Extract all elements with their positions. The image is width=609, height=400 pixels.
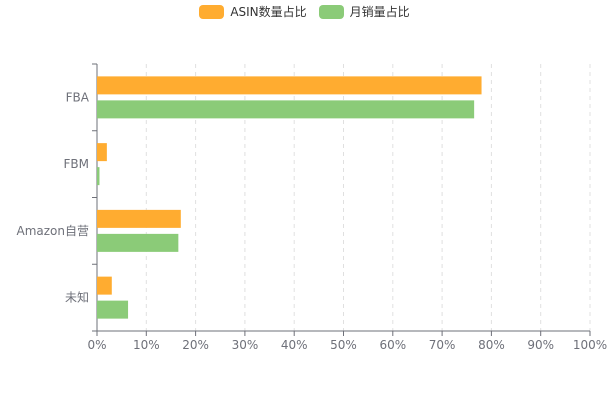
y-tick-label: Amazon自营 xyxy=(17,224,90,238)
legend-swatch-sales xyxy=(318,4,344,19)
legend-item-asin[interactable]: ASIN数量占比 xyxy=(199,3,307,20)
legend: ASIN数量占比 月销量占比 xyxy=(0,3,609,20)
x-tick-label: 10% xyxy=(133,338,160,352)
x-tick-label: 40% xyxy=(281,338,308,352)
bar-sales xyxy=(97,167,100,186)
bar-sales xyxy=(97,233,179,252)
legend-label-asin: ASIN数量占比 xyxy=(230,5,307,19)
bar-sales xyxy=(97,100,475,119)
legend-item-sales[interactable]: 月销量占比 xyxy=(318,3,410,20)
x-tick-label: 50% xyxy=(330,338,357,352)
x-tick-label: 20% xyxy=(182,338,209,352)
x-tick-label: 80% xyxy=(478,338,505,352)
legend-label-sales: 月销量占比 xyxy=(349,5,410,19)
y-tick-label: FBA xyxy=(66,90,90,104)
x-tick-label: 60% xyxy=(379,338,406,352)
bar-asin xyxy=(97,209,181,228)
bar-asin xyxy=(97,276,112,295)
x-tick-label: 70% xyxy=(429,338,456,352)
x-tick-label: 100% xyxy=(573,338,607,352)
bar-asin xyxy=(97,76,482,95)
y-tick-label: 未知 xyxy=(65,291,89,305)
x-tick-label: 30% xyxy=(232,338,259,352)
legend-swatch-asin xyxy=(199,4,225,19)
x-tick-label: 0% xyxy=(87,338,106,352)
x-tick-label: 90% xyxy=(527,338,554,352)
y-tick-label: FBM xyxy=(64,157,90,171)
bar-sales xyxy=(97,300,129,319)
bar-asin xyxy=(97,143,107,162)
